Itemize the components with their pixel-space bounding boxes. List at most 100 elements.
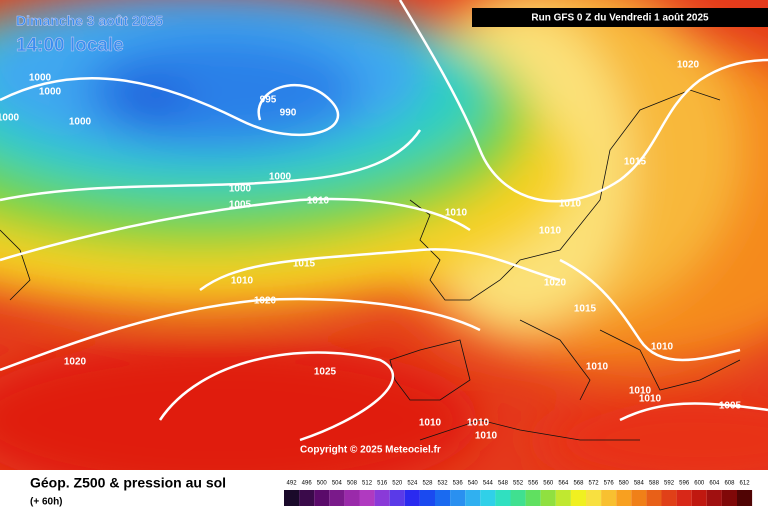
scale-label: 544	[483, 481, 494, 487]
scale-swatch	[329, 490, 345, 506]
scale-swatch	[435, 490, 451, 506]
scale-swatch	[721, 490, 737, 506]
scale-label: 612	[740, 481, 751, 487]
scale-label: 504	[332, 481, 343, 487]
scale-label: 600	[694, 481, 705, 487]
scale-label: 532	[438, 481, 449, 487]
scale-label: 576	[604, 481, 615, 487]
coastlines	[0, 89, 741, 441]
scale-swatch	[570, 490, 586, 506]
scale-swatch	[661, 490, 677, 506]
isobar-label: 1010	[629, 386, 652, 397]
isobar-label: 995	[260, 95, 277, 106]
isobar-label: 1020	[254, 296, 277, 307]
scale-label: 540	[468, 481, 479, 487]
scale-swatch	[676, 490, 692, 506]
legend-lead: (+ 60h)	[30, 497, 63, 508]
isobar-label: 1010	[419, 418, 442, 429]
scale-label: 580	[619, 481, 630, 487]
scale-label: 528	[422, 481, 433, 487]
scale-label: 492	[287, 481, 298, 487]
scale-swatch	[737, 490, 753, 506]
isobar-label: 1010	[231, 276, 254, 287]
run-banner	[472, 8, 768, 27]
isobar-label: 1015	[574, 304, 597, 315]
scale-swatch	[616, 490, 632, 506]
forecast-time: 14:00 locale	[16, 35, 124, 56]
isobar-label: 1000	[29, 73, 52, 84]
isobar-label: 1010	[639, 394, 662, 405]
scale-label: 520	[392, 481, 403, 487]
scale-label: 564	[558, 481, 569, 487]
isobar-label: 1010	[307, 196, 330, 207]
scale-label: 592	[664, 481, 675, 487]
scale-swatch	[601, 490, 617, 506]
isobar-label: 1020	[677, 60, 700, 71]
scale-label: 536	[453, 481, 464, 487]
isobar-label: 1005	[229, 200, 252, 211]
scale-swatch	[646, 490, 662, 506]
scale-swatch	[525, 490, 541, 506]
isobar-label: 1010	[586, 362, 609, 373]
geopotential-field: 1000100010001000995990100010001005101010…	[0, 0, 768, 470]
scale-swatch	[480, 490, 496, 506]
scale-label: 512	[362, 481, 373, 487]
scale-swatch	[510, 490, 526, 506]
scale-label: 568	[573, 481, 584, 487]
scale-swatch	[344, 490, 360, 506]
scale-label: 608	[724, 481, 735, 487]
scale-swatch	[555, 490, 571, 506]
scale-swatch	[404, 490, 420, 506]
isobar-label: 990	[280, 108, 297, 119]
scale-swatch	[586, 490, 602, 506]
isobar-label: 1010	[467, 418, 490, 429]
scale-label: 596	[679, 481, 690, 487]
scale-label: 552	[513, 481, 524, 487]
scale-label: 560	[543, 481, 554, 487]
isobar-label: 1010	[651, 342, 674, 353]
scale-swatch	[284, 490, 300, 506]
scale-swatch	[314, 490, 330, 506]
isobar-label: 1015	[624, 157, 647, 168]
isobar-label: 1000	[0, 113, 20, 124]
scale-swatch	[419, 490, 435, 506]
isobar-label: 1025	[314, 367, 337, 378]
isobar-label: 1020	[544, 278, 567, 289]
scale-swatch	[706, 490, 722, 506]
isobar-label: 1000	[39, 87, 62, 98]
scale-label: 508	[347, 481, 358, 487]
isobar-label: 1005	[719, 401, 742, 412]
legend-title: Géop. Z500 & pression au sol	[30, 475, 226, 491]
scale-label: 524	[407, 481, 418, 487]
scale-label: 588	[649, 481, 660, 487]
isobar-label: 1000	[269, 172, 292, 183]
scale-swatch	[631, 490, 647, 506]
isobar-label: 1010	[445, 208, 468, 219]
isobar-lines	[0, 0, 768, 442]
scale-label: 604	[709, 481, 720, 487]
scale-label: 516	[377, 481, 388, 487]
isobar-label: 1020	[64, 357, 87, 368]
isobar-label: 1010	[559, 199, 582, 210]
scale-label: 500	[317, 481, 328, 487]
scale-label: 584	[634, 481, 645, 487]
copyright: Copyright © 2025 Meteociel.fr	[300, 445, 441, 456]
scale-swatch	[450, 490, 466, 506]
scale-label: 556	[528, 481, 539, 487]
scale-label: 572	[589, 481, 600, 487]
isobar-label: 1010	[475, 431, 498, 442]
scale-swatch	[495, 490, 511, 506]
isobar-label: 1015	[293, 259, 316, 270]
run-info: Run GFS 0 Z du Vendredi 1 août 2025	[531, 13, 709, 24]
scale-swatch	[389, 490, 405, 506]
scale-swatch	[359, 490, 375, 506]
scale-swatch	[691, 490, 707, 506]
scale-swatch	[540, 490, 556, 506]
scale-swatch	[374, 490, 390, 506]
scale-swatch	[299, 490, 315, 506]
isobar-label: 1000	[229, 184, 252, 195]
forecast-date: Dimanche 3 août 2025	[16, 13, 163, 29]
scale-label: 548	[498, 481, 509, 487]
isobar-label: 1010	[539, 226, 562, 237]
